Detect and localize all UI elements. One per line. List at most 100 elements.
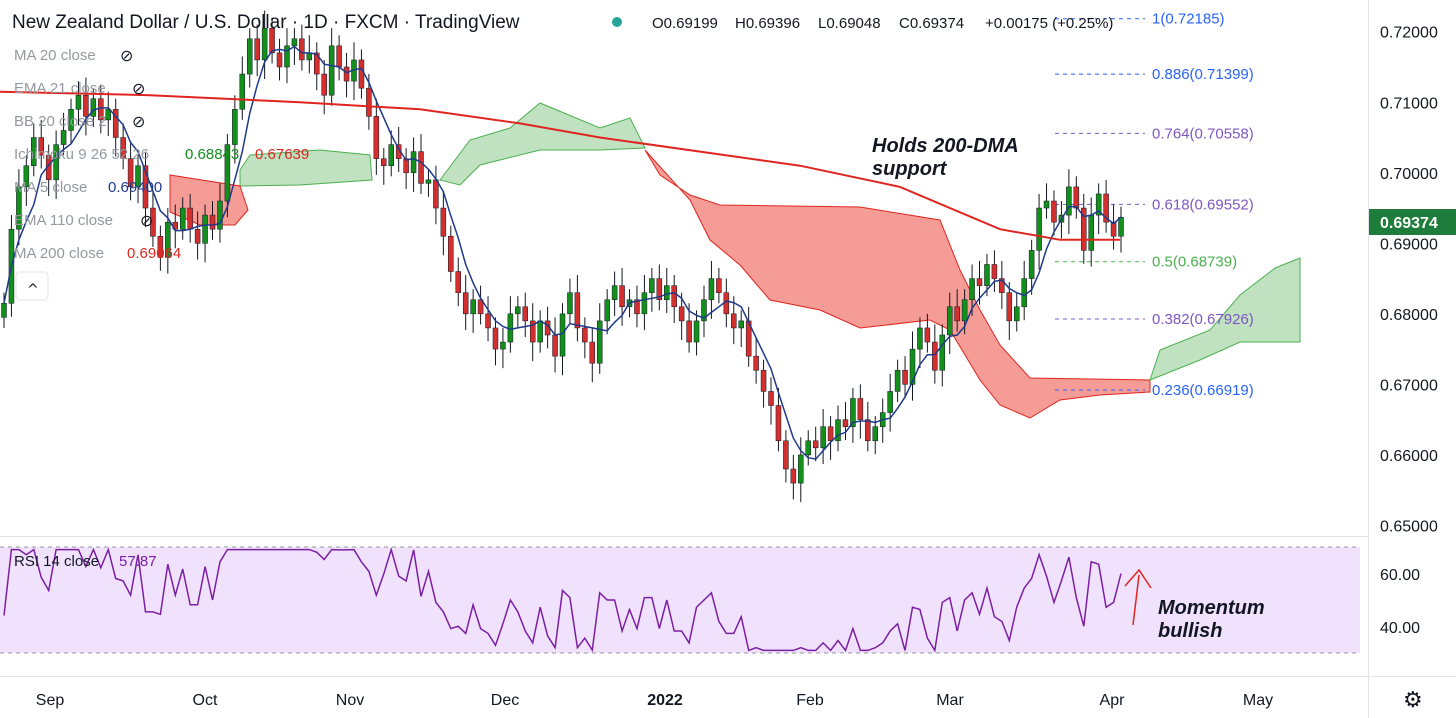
candle-up (567, 292, 573, 315)
candle-down (299, 38, 305, 61)
candle-down (314, 52, 320, 75)
legend-bb20[interactable]: BB 20 close 2 (14, 113, 107, 130)
candle-down (343, 66, 350, 82)
candle-up (1095, 193, 1102, 216)
candle-down (336, 45, 342, 68)
candle-down (582, 327, 588, 343)
candle-up (388, 144, 394, 166)
candle-up (410, 151, 417, 174)
candle-down (269, 27, 275, 54)
time-tick: Mar (936, 692, 964, 709)
price-tick: 0.72000 (1380, 25, 1438, 42)
candle-down (865, 419, 871, 442)
candle-up (939, 334, 946, 371)
ohlc-change: +0.00175 (+0.25%) (985, 15, 1113, 32)
time-axis[interactable]: Sep Oct Nov Dec 2022 Feb Mar Apr May (36, 692, 1273, 709)
candle-down (366, 87, 372, 117)
candle-down (552, 334, 558, 357)
candle-up (246, 38, 253, 75)
time-tick: Oct (193, 692, 218, 709)
time-tick: Dec (491, 692, 519, 709)
candle-up (537, 320, 543, 343)
eye-off-icon[interactable]: ⊘ (132, 112, 145, 131)
candle-down (827, 426, 834, 442)
candle-down (381, 158, 387, 166)
legend-ema110[interactable]: EMA 110 close (14, 212, 113, 229)
candle-up (60, 130, 67, 145)
candle-down (112, 109, 119, 138)
candle-up (232, 109, 238, 145)
candle-down (731, 313, 737, 329)
fibonacci-retracement[interactable]: 1(0.72185) 0.886(0.71399) 0.764(0.70558) 0.… (1055, 11, 1254, 399)
time-tick: Feb (796, 692, 824, 709)
candle-down (254, 38, 260, 61)
candle-up (165, 221, 171, 258)
candle-up (1066, 186, 1072, 216)
legend-ichimoku[interactable]: Ichimoku 9 26 52 26 (14, 146, 149, 163)
candle-down (187, 207, 193, 230)
candle-up (820, 426, 826, 449)
candle-down (976, 278, 983, 286)
eye-off-icon[interactable]: ⊘ (132, 79, 145, 98)
price-tick: 0.70000 (1380, 166, 1438, 183)
legend-ema21[interactable]: EMA 21 close (14, 80, 106, 97)
candle-down (276, 52, 283, 68)
candle-up (68, 109, 74, 131)
candle-down (999, 278, 1005, 293)
candle-up (649, 278, 655, 293)
candle-down (448, 236, 454, 272)
collapse-legend-button[interactable] (15, 271, 49, 301)
price-axis[interactable]: 0.72000 0.71000 0.70000 0.69000 0.68000 0.670… (1380, 25, 1438, 536)
rsi-line (3, 546, 1122, 653)
chevron-up-icon: ^ (27, 282, 39, 298)
candle-up (604, 299, 610, 322)
candle-down (812, 440, 819, 449)
candle-down (127, 158, 134, 188)
fib-level-label: 0.764(0.70558) (1152, 125, 1254, 142)
candle-down (403, 158, 409, 174)
candle-down (842, 419, 849, 427)
price-badge-bg (1369, 209, 1456, 235)
candle-up (611, 285, 618, 300)
market-status-icon[interactable] (612, 17, 622, 27)
rsi-legend-label[interactable]: RSI 14 close (14, 553, 99, 570)
eye-off-icon[interactable]: ⊘ (140, 211, 153, 230)
indicator-legend: MA 20 close ⊘ EMA 21 close ⊘ BB 20 close… (14, 46, 309, 301)
time-tick: 2022 (647, 692, 683, 709)
candle-down (492, 327, 499, 350)
fib-level-label: 0.5(0.68739) (1152, 254, 1237, 271)
candle-up (470, 299, 476, 315)
candle-down (932, 341, 938, 371)
ma200-line (0, 90, 1120, 241)
candle-up (894, 370, 901, 392)
annotation-momentum-line1: Momentum (1158, 597, 1265, 619)
candle-down (485, 313, 491, 329)
legend-ma200[interactable]: MA 200 close (14, 245, 104, 262)
fib-level-label: 0.382(0.67926) (1152, 311, 1254, 328)
candle-up (872, 426, 879, 442)
candle-up (1118, 216, 1124, 237)
rsi-legend-value: 57.87 (119, 553, 157, 570)
candle-up (1043, 200, 1050, 209)
gear-icon[interactable]: ⚙ (1403, 688, 1423, 713)
eye-off-icon[interactable]: ⊘ (120, 46, 133, 65)
candle-down (373, 116, 380, 159)
candle-up (31, 137, 37, 166)
candle-down (209, 214, 216, 230)
candle-up (239, 73, 246, 110)
candle-down (1110, 221, 1117, 237)
candle-down (418, 151, 424, 184)
ichimoku-cloud (169, 102, 1301, 419)
legend-ma20[interactable]: MA 20 close (14, 47, 96, 64)
candle-up (917, 327, 923, 350)
candle-up (23, 165, 30, 188)
candle-up (1088, 214, 1094, 251)
candle-up (53, 144, 59, 181)
candle-down (656, 278, 663, 300)
candle-down (157, 236, 164, 258)
candle-up (179, 207, 186, 230)
ichimoku-value-2: 0.67639 (255, 146, 309, 163)
price-tick: 0.67000 (1380, 377, 1438, 394)
legend-ma5[interactable]: MA 5 close (14, 179, 87, 196)
